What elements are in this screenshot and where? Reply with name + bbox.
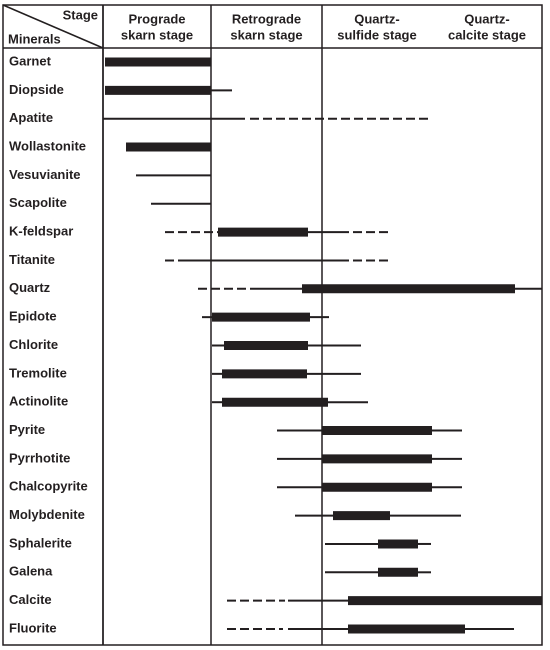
mineral-label: Titanite [9,252,55,267]
stage-label: Stage [63,7,98,22]
frame [2,4,543,646]
mineral-label: Actinolite [9,394,68,409]
header-diagonal [2,4,104,49]
stage-title: calcite stage [448,27,526,42]
mineral-label: Apatite [9,110,53,125]
mineral-label: Scapolite [9,195,67,210]
stage-title: Retrograde [232,11,301,26]
mineral-label: Quartz [9,280,51,295]
mineral-label: Garnet [9,53,52,68]
mineral-label: Tremolite [9,365,67,380]
mineral-label: Chalcopyrite [9,479,88,494]
stage-title: Prograde [128,11,185,26]
stage-title: Quartz- [354,11,400,26]
stage-title: sulfide stage [337,27,416,42]
mineral-label: Fluorite [9,620,57,635]
mineral-label: Wollastonite [9,138,86,153]
mineral-label: Molybdenite [9,507,85,522]
mineral-label: Pyrrhotite [9,450,70,465]
stage-title: skarn stage [230,27,302,42]
minerals-label: Minerals [8,31,61,46]
mineral-label: Galena [9,564,53,579]
mineral-label: Epidote [9,309,57,324]
stage-title: skarn stage [121,27,193,42]
mineral-label: Diopside [9,82,64,97]
stage-title: Quartz- [464,11,510,26]
mineral-label: Sphalerite [9,535,72,550]
mineral-label: Calcite [9,592,52,607]
mineral-label: K-feldspar [9,224,73,239]
mineral-label: Pyrite [9,422,45,437]
mineral-label: Vesuvianite [9,167,81,182]
mineral-label: Chlorite [9,337,58,352]
